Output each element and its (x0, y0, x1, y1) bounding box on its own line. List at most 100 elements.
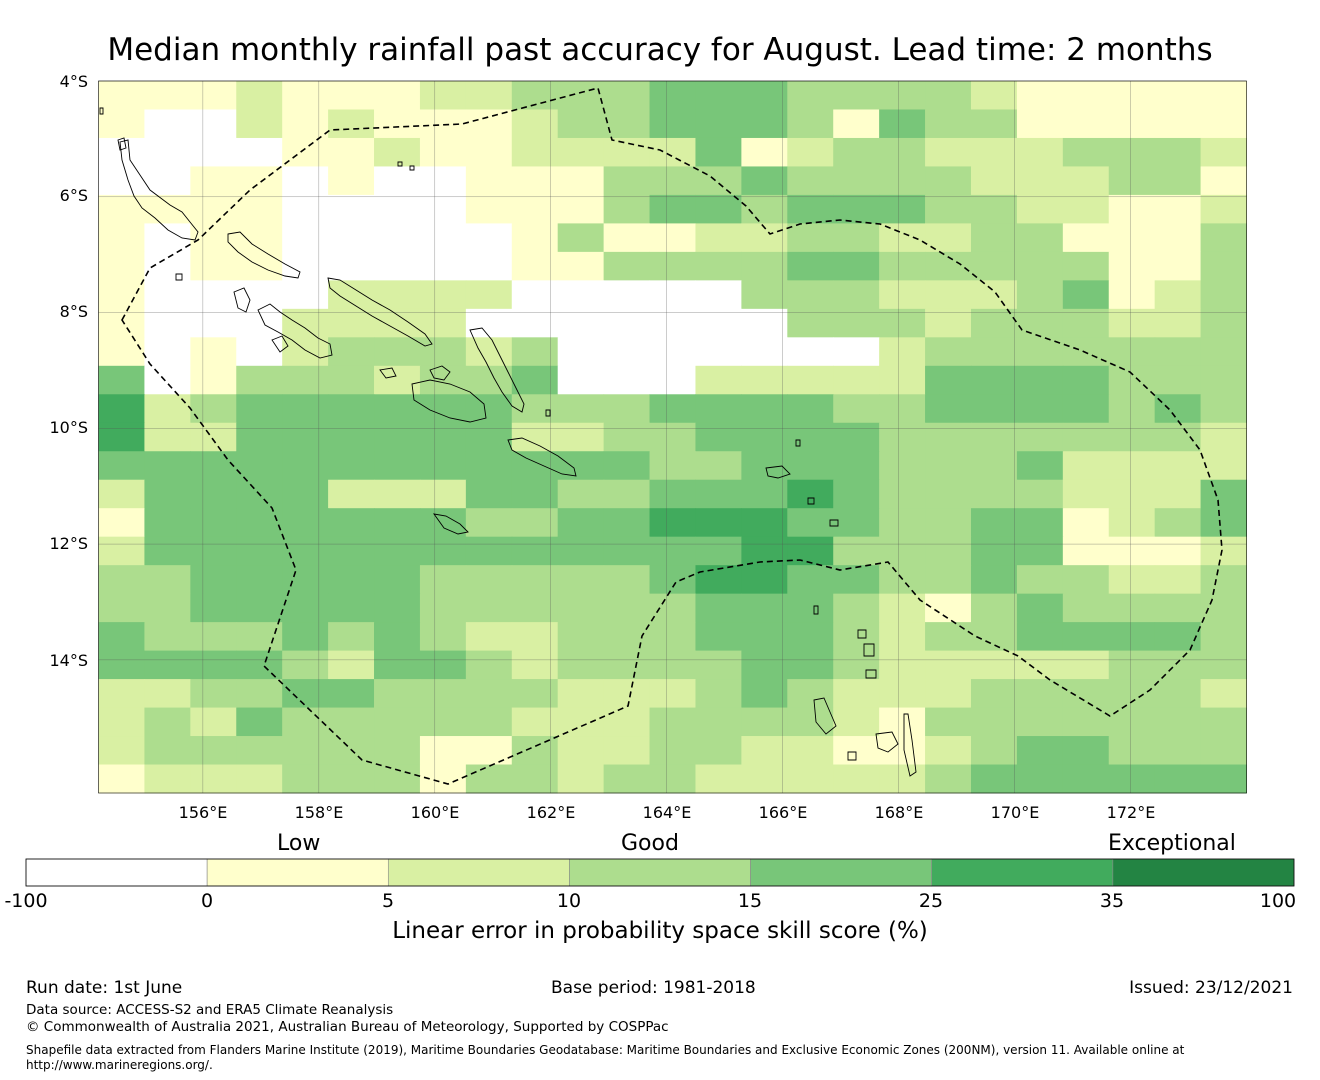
island-ambae (865, 669, 877, 679)
skill-cell (1200, 280, 1247, 310)
issued-date: Issued: 23/12/2021 (1129, 978, 1293, 998)
skill-cell (833, 166, 880, 196)
skill-cell (1062, 137, 1110, 167)
skill-cell (649, 251, 696, 281)
skill-cell (1062, 81, 1110, 110)
skill-cell (328, 365, 375, 395)
skill-cell (511, 764, 559, 794)
skill-cell (787, 451, 834, 481)
skill-cell (970, 280, 1018, 310)
skill-cell (236, 109, 283, 139)
skill-cell (1062, 565, 1110, 595)
skill-cell (1016, 650, 1064, 680)
skill-cell (144, 622, 191, 652)
lat-label-14s: 14°S (49, 651, 88, 670)
skill-cell (1200, 166, 1247, 196)
skill-cell (236, 166, 283, 196)
skill-cell (557, 137, 605, 167)
skill-cell (557, 223, 605, 253)
skill-cell (1154, 251, 1202, 281)
skill-cell (144, 394, 191, 424)
skill-cell (970, 650, 1018, 680)
skill-cell (1200, 622, 1247, 652)
skill-cell (1108, 422, 1156, 452)
skill-cell (190, 565, 237, 595)
skill-cell (1108, 194, 1156, 224)
skill-cell (970, 622, 1018, 652)
skill-cell (603, 394, 651, 424)
skill-cell (419, 251, 467, 281)
skill-cell (1200, 679, 1247, 709)
skill-cell (511, 137, 559, 167)
skill-cell (419, 308, 467, 338)
skill-cell (787, 764, 834, 794)
skill-cell (970, 451, 1018, 481)
skill-cell (98, 707, 145, 737)
skill-cell (925, 166, 972, 196)
skill-cell (1154, 365, 1202, 395)
skill-cell (1200, 109, 1247, 139)
skill-cell (511, 422, 559, 452)
colorbar-segment (387, 858, 570, 887)
skill-cell (970, 422, 1018, 452)
skill-cell (282, 422, 329, 452)
skill-cell (511, 109, 559, 139)
skill-cell (374, 223, 421, 253)
skill-cell (833, 593, 880, 623)
skill-cell (879, 650, 926, 680)
skill-cell (98, 166, 145, 196)
skill-cell (833, 365, 880, 395)
skill-cell (419, 764, 467, 794)
run-date: Run date: 1st June (26, 978, 183, 998)
skill-cell (511, 565, 559, 595)
skill-cell (465, 422, 513, 452)
skill-cell (557, 736, 605, 766)
skill-cell (879, 736, 926, 766)
skill-cell (695, 707, 742, 737)
skill-cell (741, 679, 788, 709)
skill-cell (144, 308, 191, 338)
skill-cell (511, 622, 559, 652)
skill-cell (190, 479, 237, 509)
skill-cell (282, 81, 329, 110)
skill-cell (833, 137, 880, 167)
skill-cell (1062, 194, 1110, 224)
skill-cell (328, 422, 375, 452)
skill-cell (1108, 736, 1156, 766)
skill-cell (879, 137, 926, 167)
skill-cell (695, 280, 742, 310)
skill-cell (98, 764, 145, 794)
skill-cell (328, 308, 375, 338)
island-ontong-java (397, 161, 415, 171)
eez-boundary (121, 87, 1223, 785)
skill-cell (1016, 508, 1064, 538)
skill-cell (190, 166, 237, 196)
skill-cell (374, 109, 421, 139)
skill-cell (1200, 422, 1247, 452)
skill-cell (1016, 394, 1064, 424)
skill-cell (419, 280, 467, 310)
skill-cell (787, 365, 834, 395)
skill-cell (741, 593, 788, 623)
skill-cell (833, 736, 880, 766)
skill-cell (925, 479, 972, 509)
skill-cell (465, 223, 513, 253)
skill-cell (98, 81, 145, 110)
skill-cell (1062, 451, 1110, 481)
skill-cell (695, 137, 742, 167)
skill-cell (741, 565, 788, 595)
island-epi (847, 751, 857, 761)
skill-cell (970, 508, 1018, 538)
skill-cell (144, 194, 191, 224)
skill-cell (465, 536, 513, 566)
skill-cell (374, 280, 421, 310)
skill-cell (144, 337, 191, 367)
skill-cell (879, 707, 926, 737)
colorbar-tick: -100 (4, 890, 48, 912)
skill-cell (649, 565, 696, 595)
skill-cell (374, 593, 421, 623)
skill-cell (1108, 622, 1156, 652)
skill-cell (879, 394, 926, 424)
skill-cell (419, 479, 467, 509)
skill-cell (282, 337, 329, 367)
